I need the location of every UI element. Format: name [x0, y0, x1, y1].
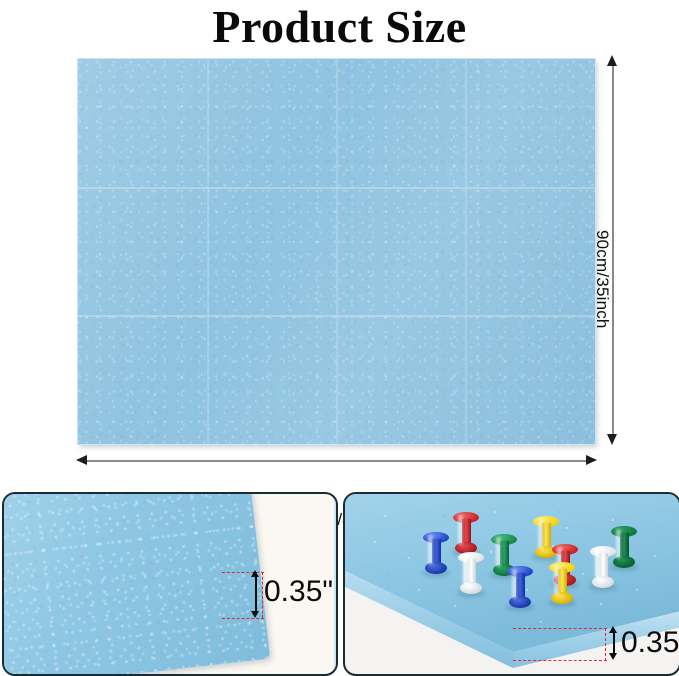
thickness-label: 0.35" [264, 575, 334, 608]
product-size-diagram: 90cm/35inch 120cm/47inch [0, 52, 679, 529]
tile-seam-vertical [207, 59, 209, 444]
slab-face [4, 494, 271, 674]
thickness-angled-panel: 0.35" [2, 492, 338, 676]
page-title: Product Size [212, 1, 467, 52]
tile-seam-horizontal [78, 187, 595, 189]
push-pin-white [457, 552, 485, 597]
tile-seam-vertical [465, 59, 467, 444]
height-dimension-label: 90cm/35inch [593, 230, 612, 329]
acoustic-panel-slab [4, 494, 271, 674]
push-pin-yellow [532, 516, 560, 561]
push-pin-blue [422, 532, 450, 577]
slab-thickness-edge [334, 499, 336, 674]
push-pin-yellow [548, 562, 576, 607]
tile-seam-horizontal [78, 315, 595, 317]
thickness-corner-panel-with-pins: 0.35" [343, 492, 679, 676]
push-pin-blue [506, 566, 534, 611]
push-pin-green [610, 526, 638, 571]
push-pin-red [452, 512, 480, 557]
tile-seam-vertical [336, 59, 338, 444]
push-pin-white [589, 546, 617, 591]
acoustic-panel-grid [78, 59, 595, 444]
thickness-label: 0.35" [621, 626, 679, 659]
